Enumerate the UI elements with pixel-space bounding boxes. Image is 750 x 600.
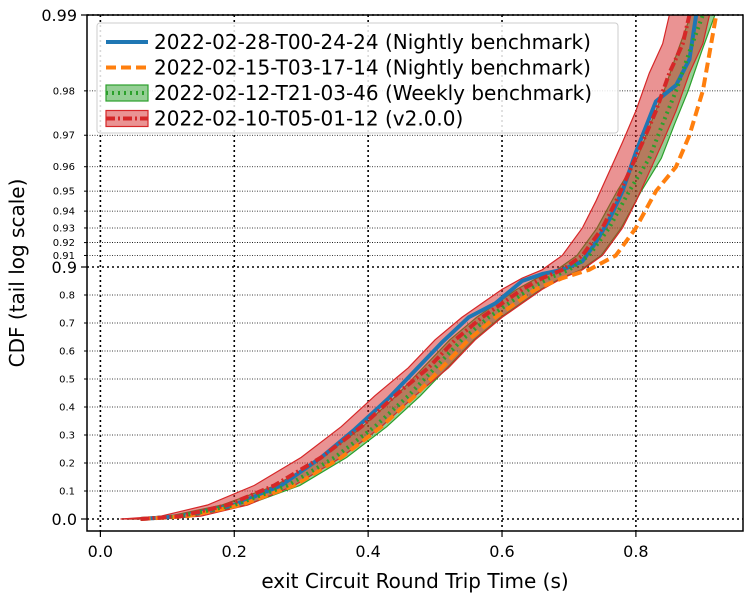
x-axis-title: exit Circuit Round Trip Time (s): [261, 569, 568, 593]
series-line-2: [140, 15, 705, 521]
legend-box: [96, 22, 619, 134]
x-tick-label: 0.4: [355, 542, 380, 561]
confidence-bands: [120, 15, 716, 520]
y-minor-tick-label: 0.94: [53, 207, 75, 218]
x-tick-labels: 0.0 0.2 0.4 0.6 0.8: [88, 531, 649, 561]
y-minor-tick-label: 0.7: [59, 319, 75, 330]
y-minor-tick-label: 0.93: [53, 223, 75, 234]
y-axis-title: CDF (tail log scale): [5, 179, 29, 368]
series-lines: [140, 15, 719, 521]
y-minor-tick-label: 0.8: [59, 291, 75, 302]
y-minor-tick-label: 0.2: [59, 459, 75, 470]
x-tick-label: 0.6: [489, 542, 514, 561]
series-line-3: [140, 15, 692, 521]
y-minor-tick-label: 0.97: [53, 131, 75, 142]
x-tick-label: 0.8: [623, 542, 648, 561]
y-tick-label: 0.99: [41, 6, 77, 25]
legend-label-2: 2022-02-12-T21-03-46 (Weekly benchmark): [154, 81, 592, 105]
band-3: [120, 15, 711, 520]
y-tick-label: 0.9: [52, 258, 77, 277]
x-tick-label: 0.0: [88, 542, 113, 561]
legend-label-1: 2022-02-15-T03-17-14 (Nightly benchmark): [154, 56, 591, 80]
y-minor-tick-label: 0.6: [59, 347, 75, 358]
series-line-0: [140, 15, 699, 521]
plot-frame: [86, 14, 744, 532]
y-minor-tick-label: 0.96: [53, 162, 75, 173]
x-tick-label: 0.2: [222, 542, 247, 561]
axes: [86, 14, 744, 532]
y-minor-tick-label: 0.92: [53, 238, 75, 249]
y-minor-tick-label: 0.3: [59, 431, 75, 442]
y-tick-labels: 0.0 0.9 0.99 0.1 0.2 0.3 0.4 0.5 0.6 0.7 0.8 0.91 0.…: [41, 6, 87, 529]
y-minor-tick-label: 0.4: [59, 403, 75, 414]
legend-label-0: 2022-02-28-T00-24-24 (Nightly benchmark): [154, 30, 591, 54]
legend: 2022-02-28-T00-24-24 (Nightly benchmark)…: [96, 22, 619, 134]
legend-label-3: 2022-02-10-T05-01-12 (v2.0.0): [154, 107, 463, 131]
y-minor-tick-label: 0.95: [53, 187, 75, 198]
y-minor-tick-label: 0.5: [59, 375, 75, 386]
y-minor-tick-label: 0.98: [53, 86, 75, 97]
y-minor-tick-label: 0.91: [53, 251, 75, 262]
y-tick-label: 0.0: [52, 510, 77, 529]
y-minor-tick-label: 0.1: [59, 487, 75, 498]
